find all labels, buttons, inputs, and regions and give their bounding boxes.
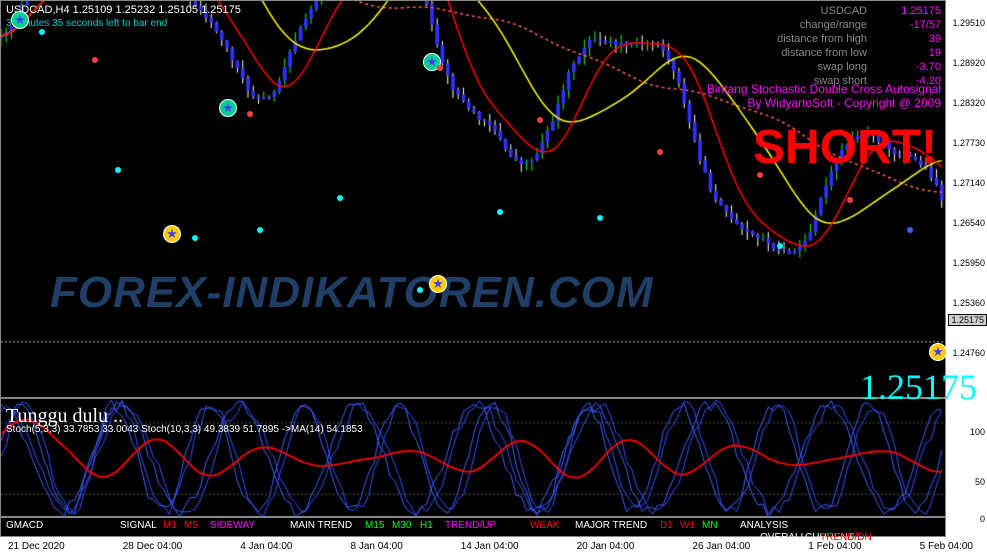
signal-dot — [657, 149, 663, 155]
signal-dot — [115, 167, 121, 173]
signal-dot — [247, 111, 253, 117]
stochastic-chart[interactable] — [0, 398, 946, 517]
signal-dot — [497, 209, 503, 215]
signal-star: ★ — [11, 11, 29, 29]
signal-star: ★ — [219, 99, 237, 117]
signal-dot — [39, 29, 45, 35]
info-panel: USDCAD1.25175change/range-17/57distance … — [777, 4, 941, 88]
chart-title: USDCAD,H4 1.25109 1.25232 1.25105 1.2517… — [6, 4, 241, 16]
signal-dot — [757, 172, 763, 178]
signal-dot — [92, 57, 98, 63]
signal-dot — [907, 227, 913, 233]
trade-signal: SHORT! — [753, 120, 937, 175]
signal-dot — [337, 195, 343, 201]
watermark: FOREX-INDIKATOREN.COM — [50, 268, 654, 318]
signal-dot — [597, 215, 603, 221]
signal-dot — [437, 65, 443, 71]
signal-star: ★ — [429, 275, 447, 293]
signal-dot — [847, 197, 853, 203]
current-price-large: 1.25175 — [860, 366, 977, 408]
signal-star: ★ — [929, 343, 947, 361]
signal-dot — [192, 235, 198, 241]
y-axis: 1.295101.289201.283201.277301.271401.265… — [946, 0, 987, 537]
gmacd-label: GMACD — [6, 520, 43, 531]
stoch-label: Stoch(5,3,3) 33.7853 33.0043 Stoch(10,3,… — [6, 424, 363, 435]
signal-dot — [537, 117, 543, 123]
indicator-credit: Bintang Stochastic Double Cross Autosign… — [707, 82, 941, 110]
signal-star: ★ — [163, 225, 181, 243]
signal-dot — [777, 243, 783, 249]
signal-dot — [417, 287, 423, 293]
stoch-canvas — [1, 399, 947, 518]
bar-timer: 3 minutes 35 seconds left to bar end — [6, 18, 167, 29]
signal-dot — [257, 227, 263, 233]
